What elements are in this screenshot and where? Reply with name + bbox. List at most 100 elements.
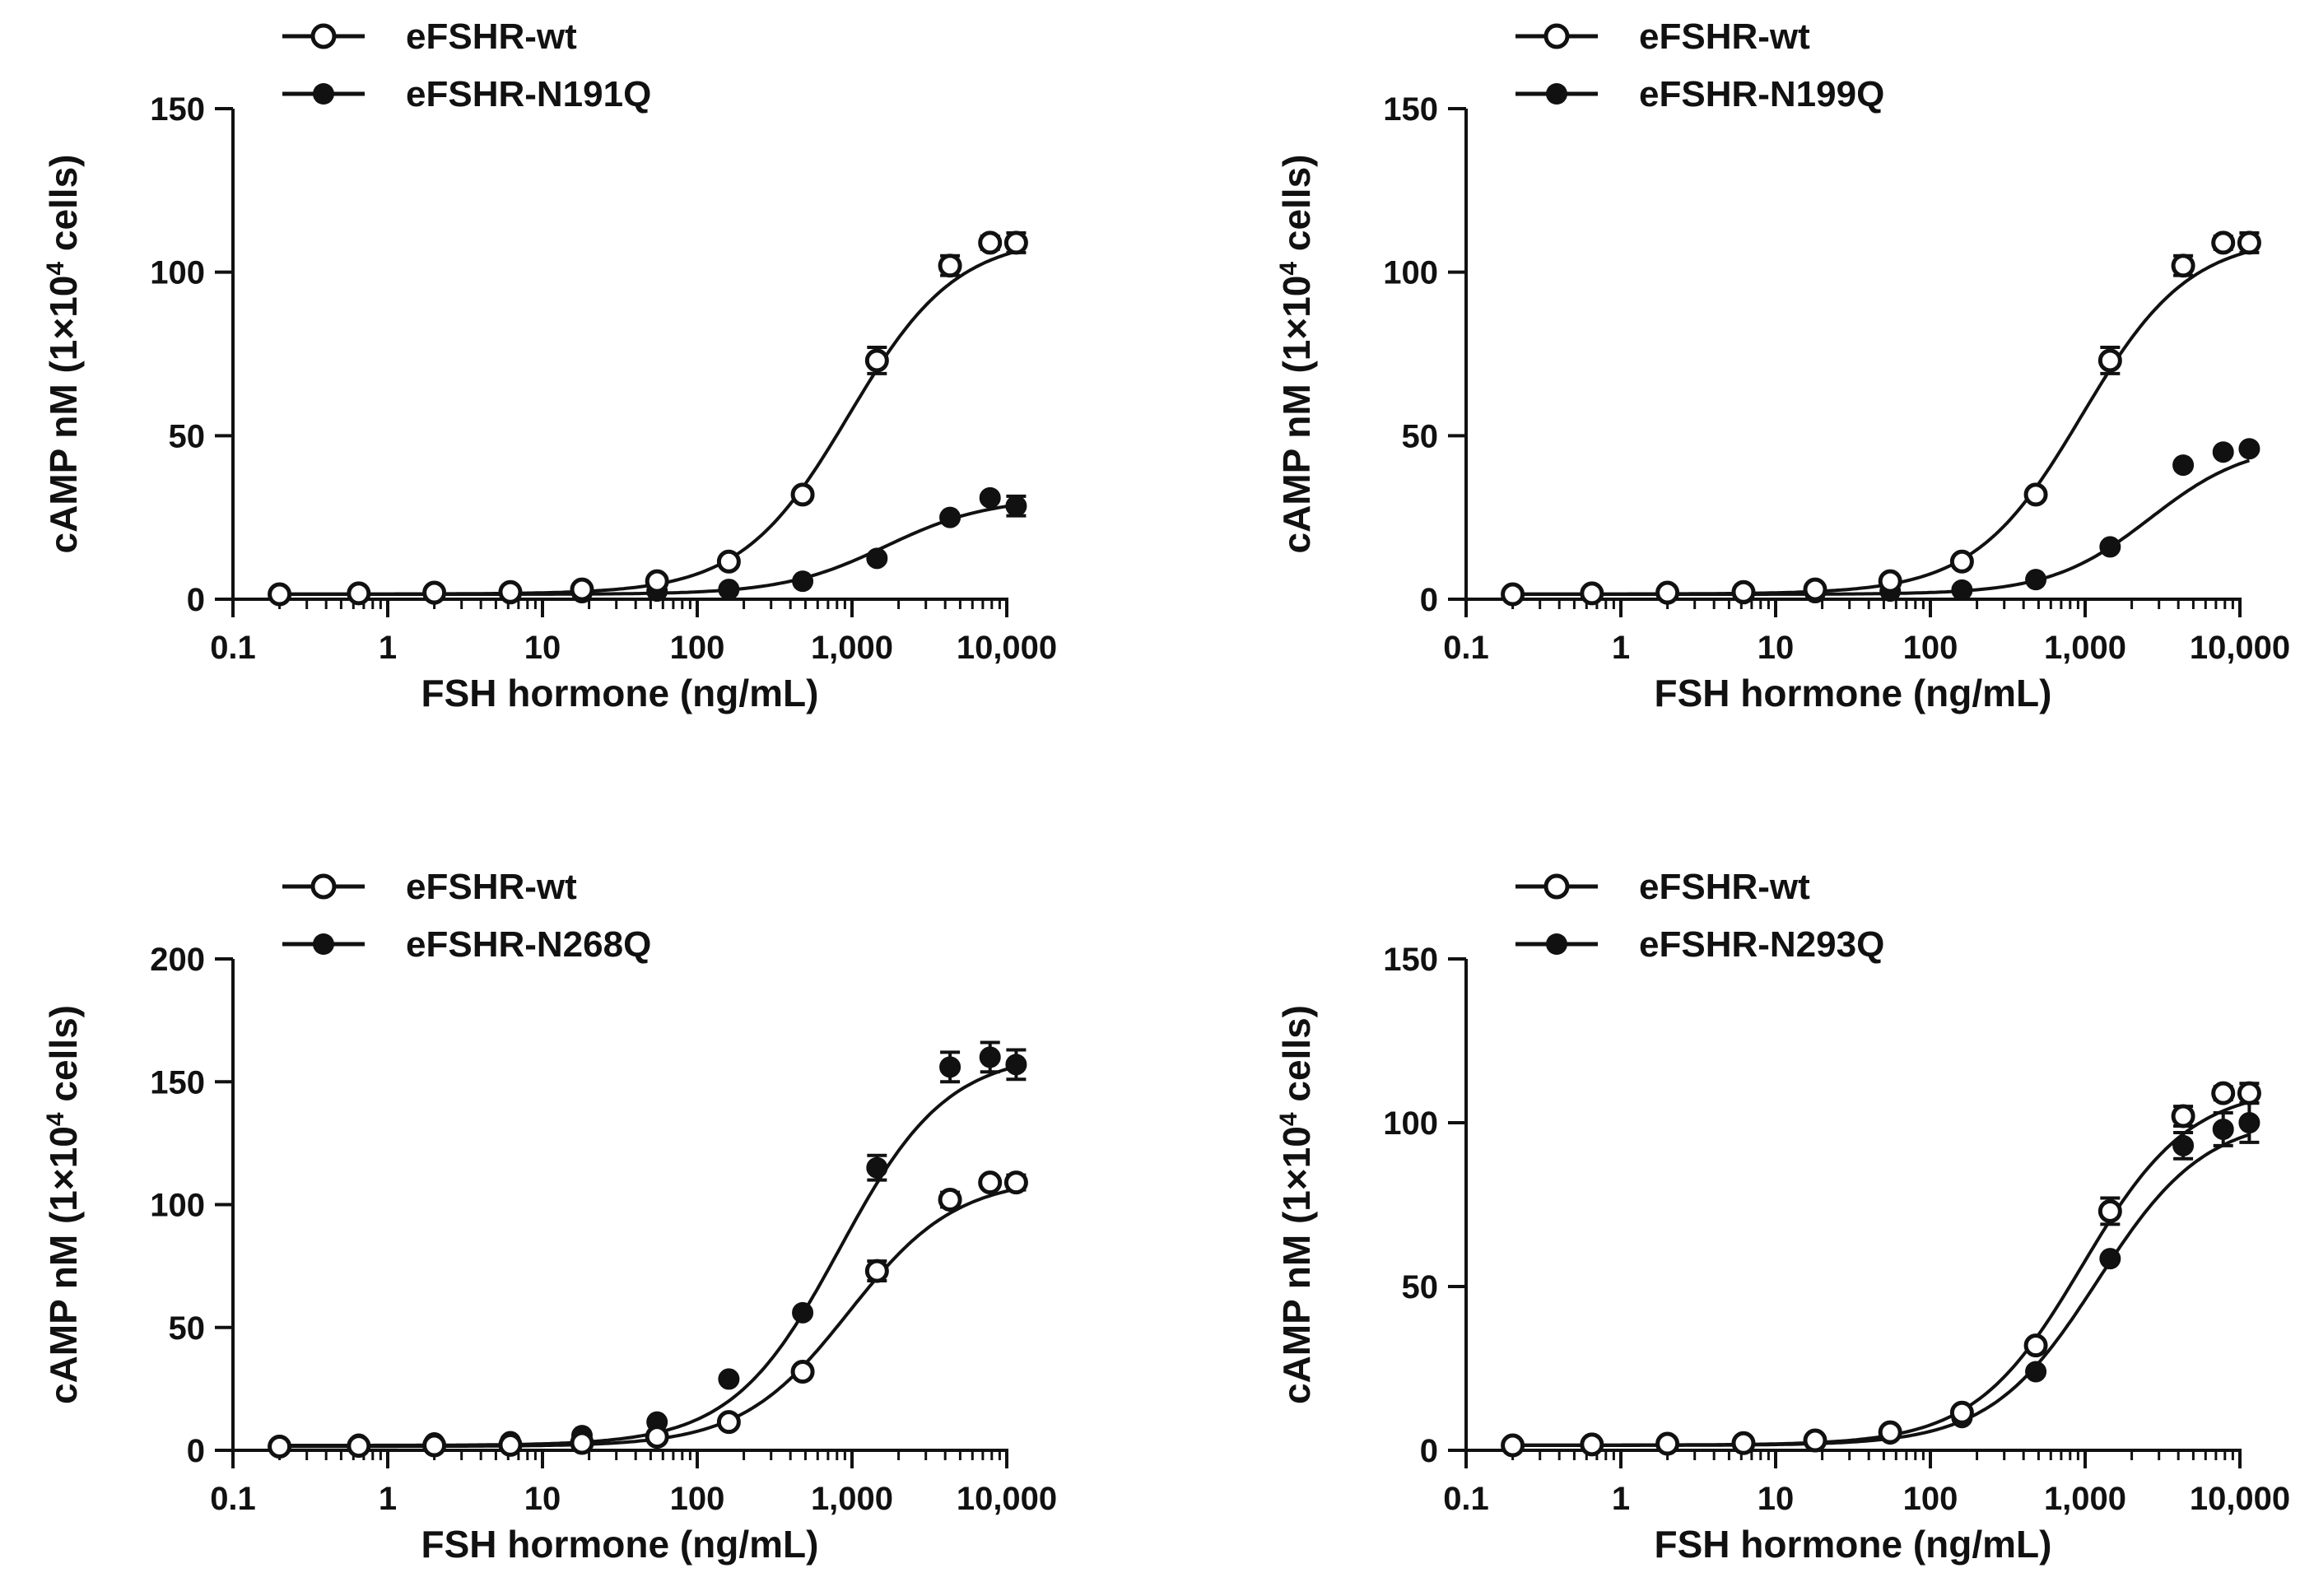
x-tick-label: 1,000	[811, 630, 893, 666]
y-axis-title-tail: cells)	[42, 155, 85, 262]
fit-curve-series-1	[1512, 249, 2250, 596]
legend-label: eFSHR-N268Q	[406, 924, 651, 965]
data-point-filled	[2212, 1118, 2234, 1140]
x-tick-label: 10,000	[2190, 630, 2290, 666]
y-axis-title-main: cAMP nM (1×10	[1275, 1126, 1318, 1404]
legend-label: eFSHR-N199Q	[1639, 74, 1884, 114]
y-axis-title-main: cAMP nM (1×10	[42, 276, 85, 554]
data-point-open	[2237, 230, 2261, 255]
data-point-open	[2237, 1081, 2261, 1105]
y-tick-label: 100	[150, 255, 205, 291]
data-point-filled	[2238, 438, 2260, 460]
legend-marker-filled	[313, 933, 334, 955]
y-tick-label: 50	[169, 418, 206, 454]
series-2-points	[268, 1040, 1027, 1457]
data-point-open	[790, 1359, 815, 1384]
data-point-open	[1501, 582, 1525, 607]
y-axis-title: cAMP nM (1×104 cells)	[42, 1005, 85, 1404]
x-tick-label: 10	[1758, 630, 1795, 666]
y-axis-title-superscript: 4	[42, 262, 69, 276]
x-tick-label: 10	[524, 630, 561, 666]
legend: eFSHR-wt eFSHR-N268Q	[282, 867, 651, 965]
x-tick-label: 100	[1903, 1481, 1958, 1517]
data-point-open	[1878, 1420, 1902, 1445]
legend-marker-open	[310, 23, 337, 49]
x-axis-title: FSH hormone (ng/mL)	[1655, 1523, 2052, 1566]
data-point-open	[2097, 348, 2122, 373]
data-point-open	[422, 1433, 447, 1458]
y-tick-label: 100	[150, 1188, 205, 1224]
legend-marker-open	[1543, 873, 1570, 900]
x-tick-label: 1	[1612, 630, 1630, 666]
data-point-open	[2171, 254, 2195, 278]
data-point-filled	[2212, 441, 2234, 463]
data-point-open	[2211, 1081, 2236, 1105]
x-tick-label: 0.1	[1443, 1481, 1489, 1517]
y-axis-title: cAMP nM (1×104 cells)	[42, 155, 85, 554]
series-1-points	[268, 230, 1028, 607]
data-point-open	[1655, 580, 1680, 605]
data-point-open	[938, 1188, 962, 1212]
data-point-filled	[1951, 579, 1973, 601]
x-tick-label: 10	[1758, 1481, 1795, 1517]
data-point-open	[1949, 549, 1974, 574]
legend-label: eFSHR-N191Q	[406, 74, 651, 114]
y-tick-label: 150	[150, 1064, 205, 1100]
legend-label: eFSHR-wt	[406, 867, 577, 907]
y-axis-title-superscript: 4	[1275, 262, 1302, 276]
y-axis-title-main: cAMP nM (1×10	[42, 1126, 85, 1404]
y-axis-title: cAMP nM (1×104 cells)	[1275, 1005, 1318, 1404]
series-1-points	[1501, 230, 2261, 607]
y-axis-title-superscript: 4	[1275, 1112, 1302, 1126]
y-tick-label: 0	[1420, 582, 1438, 618]
chart-panel-2: 0 50 100 150 0.1 1 10 100 1,000 10,000 FSH hormone…	[1275, 16, 2290, 714]
fit-curve-series-1	[279, 1187, 1017, 1449]
data-point-open	[1580, 1432, 1604, 1457]
data-point-open	[1803, 1428, 1827, 1453]
fit-curve-series-1	[1512, 1100, 2250, 1447]
data-point-open	[1003, 230, 1028, 255]
data-point-open	[570, 1431, 594, 1455]
data-point-filled	[2025, 1361, 2047, 1383]
data-point-open	[422, 580, 447, 605]
x-tick-label: 1	[379, 630, 397, 666]
data-point-open	[570, 577, 594, 602]
y-axis-title-superscript: 4	[42, 1112, 69, 1126]
data-point-open	[978, 230, 1003, 255]
data-point-open	[1003, 1170, 1028, 1195]
data-point-open	[268, 582, 292, 607]
data-point-filled	[866, 547, 888, 570]
legend-label: eFSHR-wt	[1639, 867, 1810, 907]
data-point-open	[716, 1410, 741, 1435]
data-point-open	[1501, 1433, 1525, 1458]
legend-label: eFSHR-wt	[1639, 16, 1810, 57]
x-tick-label: 1,000	[811, 1481, 893, 1517]
chart-panel-3: 0 50 100 150 200 0.1 1 10 100 1,000 10,000 FSH horm…	[42, 867, 1057, 1566]
x-tick-label: 0.1	[210, 1481, 256, 1517]
x-axis-title: FSH hormone (ng/mL)	[421, 672, 819, 714]
data-point-open	[864, 1259, 889, 1283]
y-tick-label: 100	[1383, 255, 1438, 291]
y-tick-label: 100	[1383, 1105, 1438, 1142]
data-point-open	[938, 254, 962, 278]
x-axis-title: FSH hormone (ng/mL)	[421, 1523, 819, 1566]
data-point-open	[864, 348, 889, 373]
y-tick-label: 0	[1420, 1433, 1438, 1469]
data-point-filled	[2099, 536, 2121, 558]
data-point-filled	[866, 1156, 888, 1179]
data-point-open	[2023, 1333, 2048, 1358]
data-point-filled	[1005, 495, 1027, 517]
data-point-open	[978, 1170, 1003, 1195]
x-tick-label: 1,000	[2044, 630, 2126, 666]
fit-curve-series-2	[279, 1064, 1017, 1447]
data-point-open	[498, 1432, 523, 1457]
legend-marker-filled	[1546, 83, 1567, 105]
y-tick-label: 50	[169, 1310, 206, 1347]
legend-marker-open	[310, 873, 337, 900]
y-tick-label: 200	[150, 942, 205, 978]
series-1-points	[268, 1170, 1028, 1459]
fit-curve-series-1	[279, 249, 1017, 596]
y-axis-title: cAMP nM (1×104 cells)	[1275, 155, 1318, 554]
legend-marker-filled	[1546, 933, 1567, 955]
data-point-filled	[1005, 1054, 1027, 1076]
